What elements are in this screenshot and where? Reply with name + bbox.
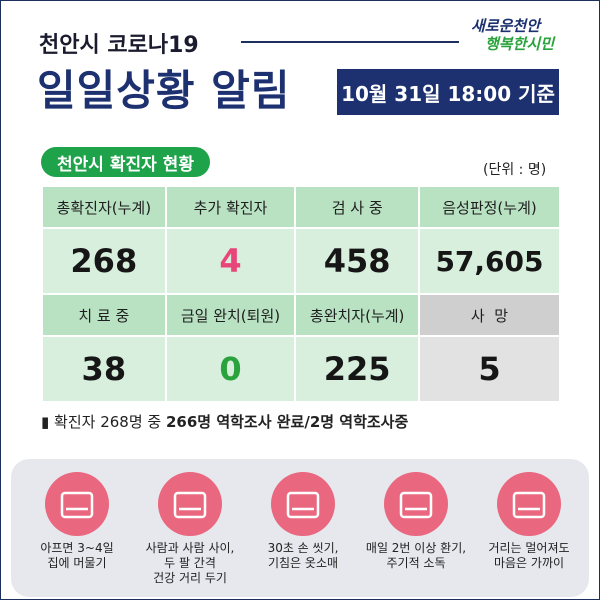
tip-line: 집에 머물기: [47, 556, 107, 570]
tip: 매일 2번 이상 환기, 주기적 소독: [358, 471, 474, 571]
tip: 아프면 3~4일 집에 머물기: [19, 471, 135, 571]
cell: 57,605: [417, 227, 562, 295]
tip-icon: [45, 472, 109, 536]
tip-icon: [384, 472, 448, 536]
tip-icon: [158, 472, 222, 536]
logo: 새로운천안 행복한시민: [471, 17, 554, 53]
tip-line: 매일 2번 이상 환기,: [365, 541, 467, 555]
date: 10월 31일 18:00 기준: [337, 69, 559, 115]
cell: 5: [417, 335, 562, 403]
cell: 38: [41, 335, 167, 403]
tip-line: 주기적 소독: [386, 556, 446, 570]
cell: 추가 확진자: [164, 185, 297, 229]
tip-line: 두 팔 간격: [164, 556, 216, 570]
tip-icon: [271, 472, 335, 536]
cell: 검 사 중: [294, 185, 420, 229]
tip-icon: [497, 472, 561, 536]
cell: 458: [294, 227, 420, 295]
logo-line: 행복한시민: [485, 35, 555, 53]
tip-line: 기침은 옷소매: [267, 556, 339, 570]
cell: 225: [294, 335, 420, 403]
note: ▮ 확진자 268명 중 266명 역학조사 완료/2명 역학조사중: [41, 413, 409, 431]
tip: 30초 손 씻기, 기침은 옷소매: [245, 471, 361, 571]
tip-line: 거리는 멀어져도: [488, 541, 570, 555]
title: 일일상황 알림: [37, 66, 291, 115]
cell: 금일 완치(퇴원): [164, 293, 297, 337]
cell: 총완치자(누계): [294, 293, 420, 337]
tip-line: 사람과 사람 사이,: [145, 541, 235, 555]
stats-table: 총확진자(누계) 추가 확진자 검 사 중 음성판정(누계) 268 4 458 57,60…: [41, 185, 562, 403]
tip-line: 마음은 가까이: [493, 556, 565, 570]
note-text: 확진자 268명 중: [54, 413, 162, 431]
logo-line: 새로운천안: [471, 17, 541, 35]
tip: 거리는 멀어져도 마음은 가까이: [471, 471, 587, 571]
unit: (단위 : 명): [483, 162, 547, 178]
cell: 음성판정(누계): [417, 185, 562, 229]
cell: 총확진자(누계): [41, 185, 167, 229]
tip-line: 아프면 3~4일: [40, 541, 114, 555]
note-bold: 266명 역학조사 완료/2명 역학조사중: [165, 413, 409, 431]
rule: [241, 41, 459, 43]
tip-line: 건강 거리 두기: [153, 571, 227, 585]
subtitle: 천안시 코로나19: [39, 33, 199, 58]
cell: 0: [164, 335, 297, 403]
cell: 사 망: [417, 293, 562, 337]
tip-line: 30초 손 씻기,: [267, 541, 339, 555]
cell: 268: [41, 227, 167, 295]
cell: 4: [164, 227, 297, 295]
cell: 치 료 중: [41, 293, 167, 337]
tip: 사람과 사람 사이, 두 팔 간격 건강 거리 두기: [132, 471, 248, 586]
section-title: 천안시 확진자 현황: [41, 147, 210, 177]
